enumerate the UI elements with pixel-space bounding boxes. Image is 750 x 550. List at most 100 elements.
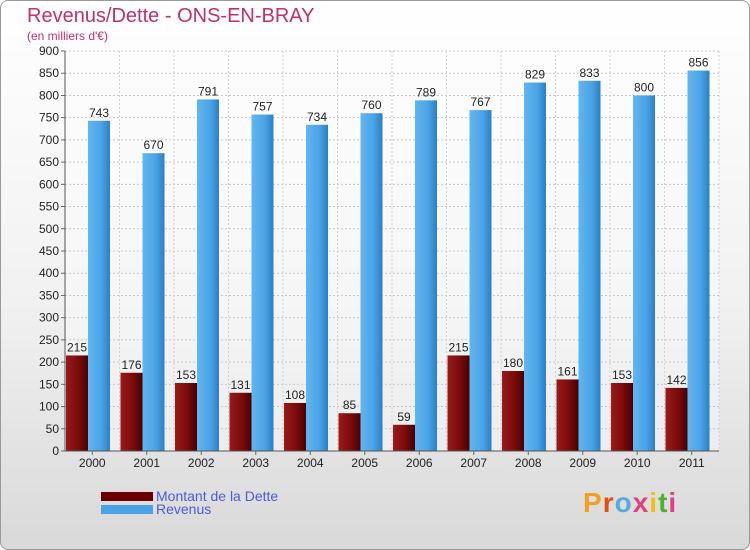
x-tick-label: 2010	[624, 456, 651, 470]
legend-swatch-dette	[101, 491, 153, 501]
y-tick-label: 0	[52, 444, 59, 458]
data-label: 767	[470, 95, 490, 109]
data-label: 856	[688, 56, 708, 70]
bar-revenus	[469, 110, 492, 451]
axes: 0 50 100 150 200 250 300 350 400 450 500 550 600 650 7…	[39, 44, 719, 470]
bar-dette	[229, 392, 252, 451]
logo-letter: i	[649, 487, 659, 518]
bar-dette	[393, 424, 415, 451]
logo-letter: r	[602, 487, 615, 518]
bar-dette	[611, 383, 633, 451]
y-tick-label: 400	[39, 266, 59, 280]
bar-revenus	[197, 99, 219, 451]
y-tick-label: 250	[39, 333, 59, 347]
x-tick-label: 2000	[79, 456, 106, 470]
bar-revenus	[524, 82, 546, 452]
legend-item-revenus: Revenus	[101, 501, 211, 517]
bar-revenus	[360, 113, 383, 451]
x-tick-label: 2008	[515, 456, 542, 470]
data-label: 176	[121, 358, 141, 372]
y-tick-label: 350	[39, 288, 59, 302]
data-label: 131	[230, 378, 250, 392]
bar-dette	[175, 383, 197, 451]
data-label: 743	[89, 106, 109, 120]
x-tick-label: 2011	[679, 456, 705, 470]
chart-title: Revenus/Dette - ONS-EN-BRAY	[27, 5, 315, 27]
data-label: 85	[343, 398, 357, 412]
data-labels: 215 743 176 670 153 791 131 757 108 734 85 760 59 789…	[67, 56, 709, 424]
data-label: 833	[579, 66, 599, 80]
y-tick-label: 550	[39, 200, 59, 214]
data-label: 108	[285, 388, 305, 402]
grid-lines	[64, 50, 720, 452]
y-tick-label: 850	[39, 66, 59, 80]
legend-label-dette: Montant de la Dette	[156, 488, 279, 504]
x-tick-label: 2007	[460, 456, 487, 470]
x-tick-label: 2001	[133, 456, 160, 470]
legend-label-revenus: Revenus	[156, 501, 212, 517]
data-label: 215	[448, 340, 468, 354]
bar-revenus	[88, 120, 110, 452]
bar-revenus	[251, 114, 274, 452]
x-tick-label: 2004	[297, 456, 324, 470]
x-tick-label: 2006	[406, 456, 433, 470]
y-tick-label: 50	[46, 422, 60, 436]
bar-dette	[66, 355, 88, 451]
bar-dette	[284, 403, 306, 451]
logo-letter: x	[632, 487, 650, 518]
bar-dette	[665, 387, 688, 451]
data-label: 760	[361, 98, 381, 112]
bar-revenus	[142, 153, 165, 451]
y-tick-label: 500	[39, 222, 59, 236]
x-tick-label: 2002	[188, 456, 215, 470]
data-label: 142	[666, 373, 686, 387]
y-tick-label: 150	[39, 377, 59, 391]
bars	[66, 70, 710, 452]
y-tick-label: 800	[39, 88, 59, 102]
data-label: 734	[307, 110, 327, 124]
data-label: 180	[503, 356, 523, 370]
data-label: 800	[634, 80, 654, 94]
logo-letter: o	[614, 487, 633, 518]
y-tick-label: 600	[39, 177, 59, 191]
bar-revenus	[687, 70, 710, 452]
y-tick-label: 650	[39, 155, 59, 169]
bar-dette	[447, 355, 470, 451]
x-tick-label: 2005	[351, 456, 378, 470]
data-label: 791	[198, 84, 218, 98]
bar-revenus	[633, 95, 655, 451]
data-label: 789	[416, 85, 436, 99]
legend-item-dette: Montant de la Dette	[101, 488, 278, 504]
data-label: 215	[67, 340, 87, 354]
y-tick-label: 100	[39, 400, 59, 414]
y-tick-label: 300	[39, 311, 59, 325]
bar-revenus	[415, 100, 437, 451]
chart-subtitle: (en milliers d'€)	[27, 29, 108, 43]
logo-letter: t	[658, 487, 669, 518]
logo-letter: P	[583, 487, 603, 518]
y-tick-label: 200	[39, 355, 59, 369]
bar-revenus	[578, 80, 601, 452]
data-label: 59	[397, 410, 411, 424]
bar-dette	[338, 413, 361, 451]
y-tick-label: 450	[39, 244, 59, 258]
bar-dette	[502, 371, 524, 451]
proxiti-logo: Proxiti	[583, 487, 677, 519]
data-label: 153	[176, 368, 196, 382]
legend-swatch-revenus	[101, 504, 153, 514]
bar-revenus	[306, 124, 328, 452]
y-tick-label: 700	[39, 133, 59, 147]
y-tick-label: 750	[39, 111, 59, 125]
data-label: 829	[525, 68, 545, 82]
data-label: 757	[252, 100, 272, 114]
y-tick-label: 900	[39, 44, 59, 58]
data-label: 153	[612, 368, 632, 382]
data-label: 161	[557, 364, 577, 378]
data-label: 670	[143, 138, 163, 152]
x-tick-label: 2009	[569, 456, 596, 470]
bar-dette	[120, 372, 143, 451]
bar-dette	[556, 379, 579, 451]
x-tick-label: 2003	[242, 456, 269, 470]
